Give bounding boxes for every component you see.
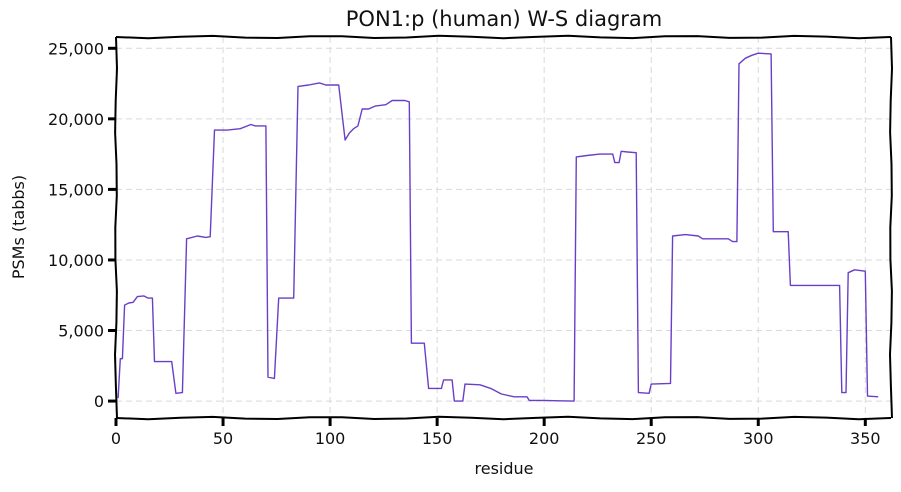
y-tick-label: 25,000 [48,39,104,58]
series-line [117,52,879,402]
x-tick-label: 150 [422,429,453,448]
y-tick-label: 10,000 [48,251,104,270]
x-tick-label: 200 [529,429,560,448]
x-tick-label: 250 [636,429,667,448]
axis-ticks: 0 50 100 150 200 250 300 350 0 5,000 10,000 15,000 2… [48,39,881,448]
y-tick-label: 20,000 [48,110,104,129]
y-axis-label: PSMs (tabbs) [9,175,28,279]
plot-frame [113,34,894,421]
frame-left [113,36,119,419]
y-tick-label: 0 [94,392,104,411]
frame-right [888,36,894,419]
x-tick-label: 100 [315,429,346,448]
frame-top [115,34,892,40]
frame-bottom [115,415,892,421]
x-tick-label: 350 [850,429,881,448]
chart-title: PON1:p (human) W-S diagram [346,7,662,31]
grid [115,37,891,418]
x-tick-label: 50 [213,429,233,448]
y-tick-label: 5,000 [58,322,104,341]
x-axis-label: residue [475,459,534,478]
x-tick-label: 300 [743,429,774,448]
y-tick-label: 15,000 [48,180,104,199]
x-tick-label: 0 [111,429,121,448]
series-layer [117,52,879,402]
